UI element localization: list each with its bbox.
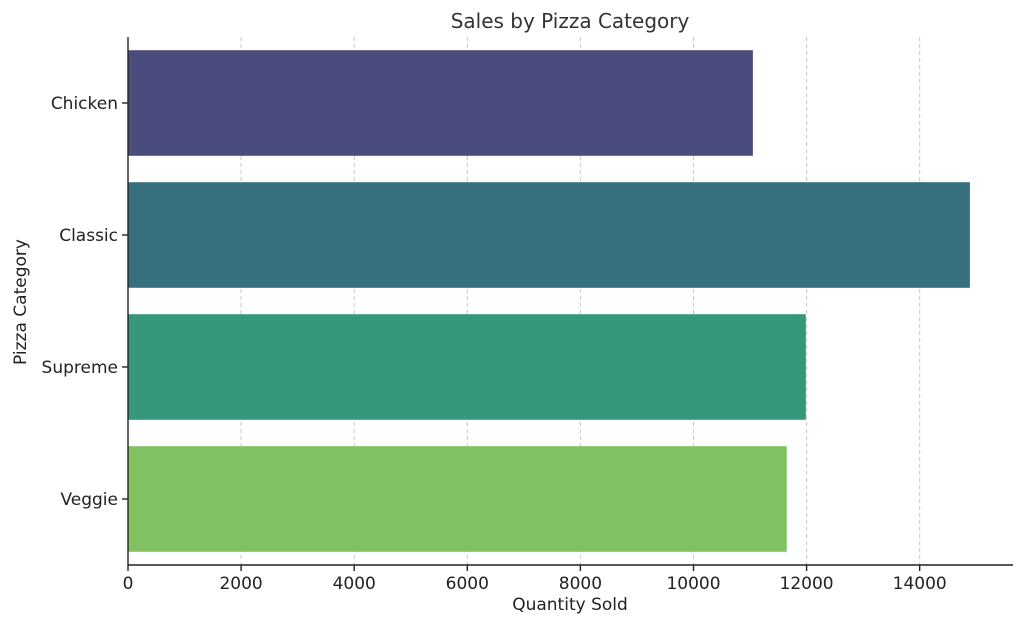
y-tick-label-chicken: Chicken [51,94,118,114]
y-tick-label-classic: Classic [59,226,118,246]
x-tick-label: 14000 [893,574,947,594]
y-axis-label: Pizza Category [11,239,31,365]
x-tick-label: 0 [123,574,134,594]
axis-layer: 0 2000 4000 6000 8000 10000 12000 14000 Chicken C… [42,37,1013,594]
x-tick-label: 4000 [333,574,376,594]
x-tick-label: 10000 [666,574,720,594]
x-tick-label: 8000 [559,574,602,594]
x-tick-label: 12000 [780,574,834,594]
bar-veggie [128,446,787,552]
x-tick-label: 2000 [219,574,262,594]
y-tick-label-supreme: Supreme [42,358,118,378]
bar-layer [128,50,970,552]
y-tick-label-veggie: Veggie [60,490,118,510]
bar-classic [128,182,970,288]
x-tick-label: 6000 [446,574,489,594]
x-axis-label: Quantity Sold [512,595,628,615]
bar-supreme [128,314,806,420]
chart-title: Sales by Pizza Category [451,9,690,33]
bar-chicken [128,50,753,156]
